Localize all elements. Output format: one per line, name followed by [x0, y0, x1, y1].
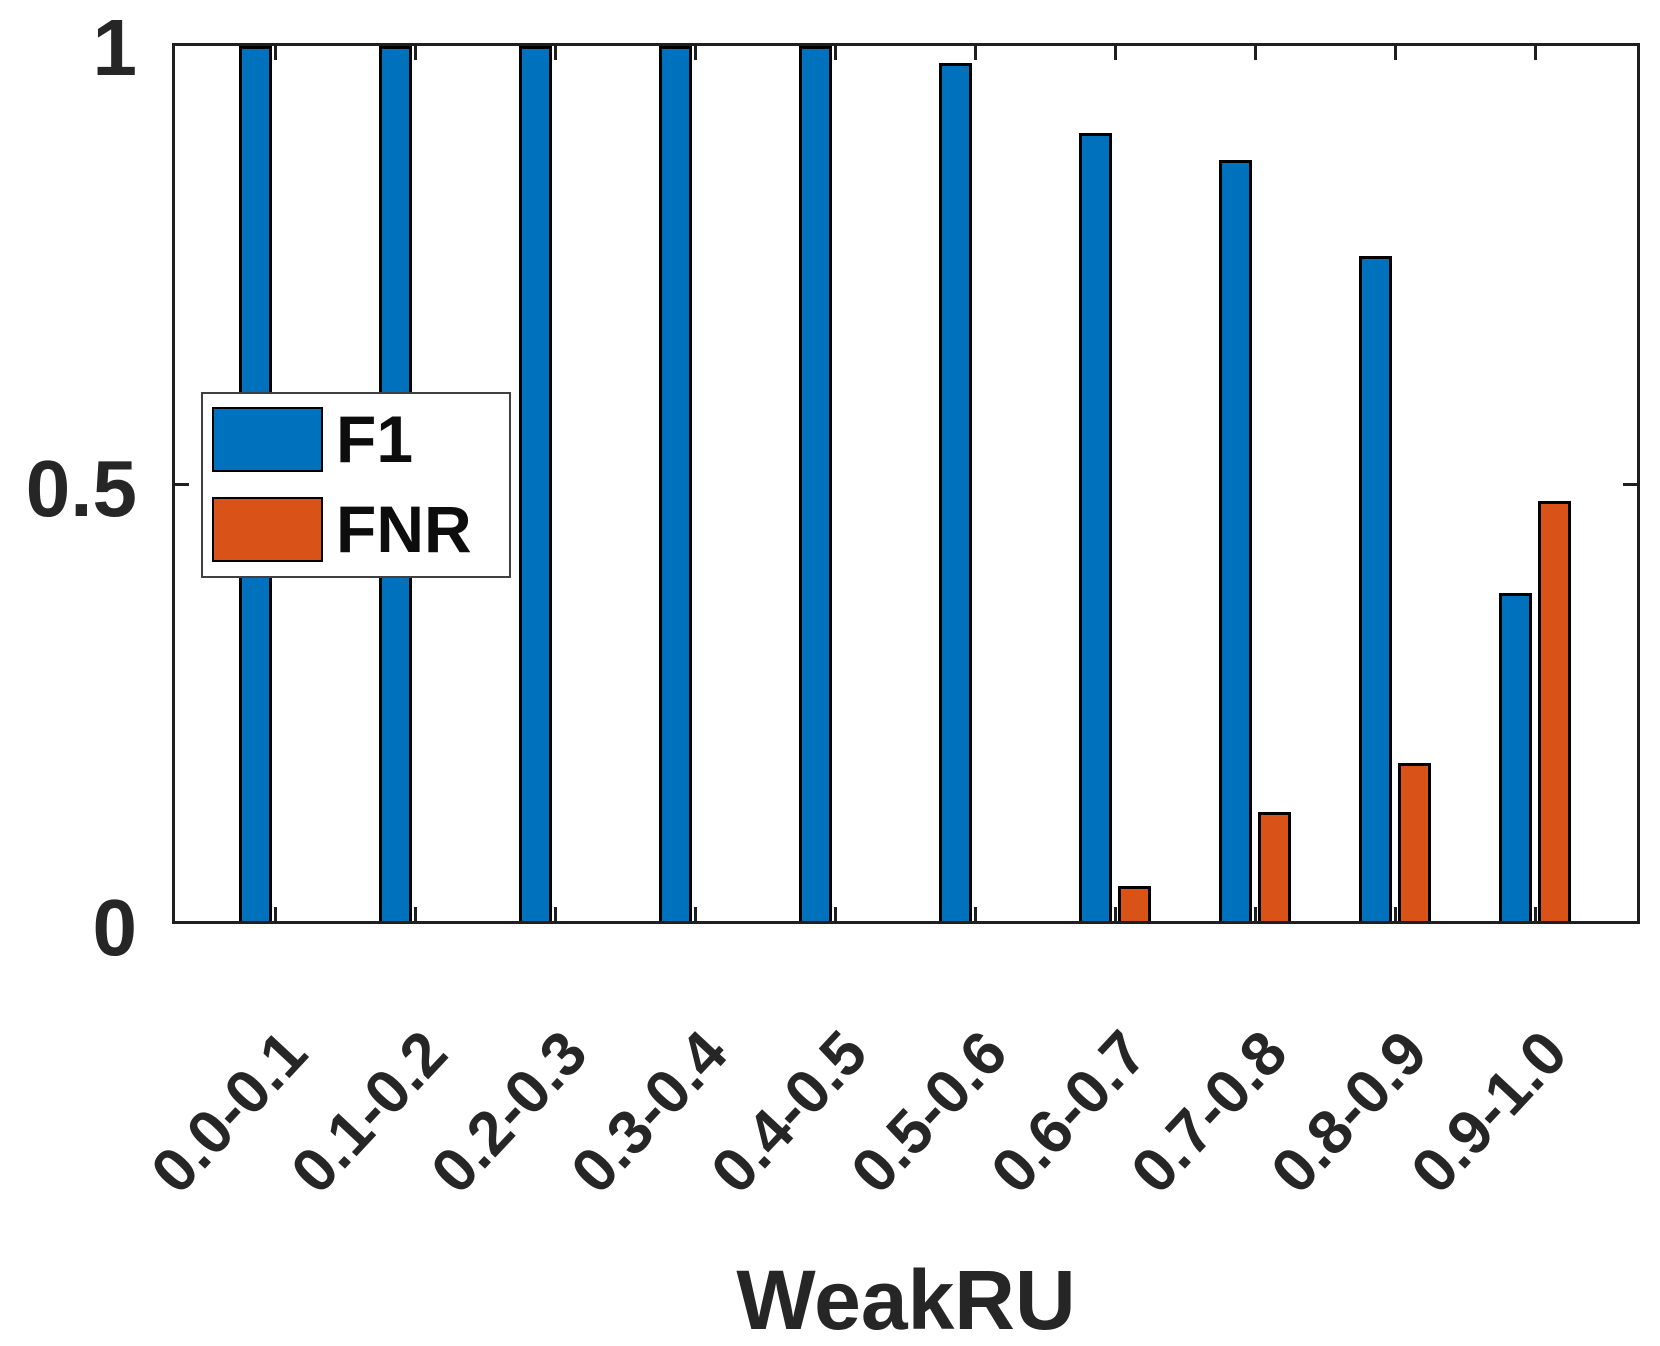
bar-fnr-0.9-1.0 — [1538, 501, 1571, 921]
bar-f1-0.8-0.9 — [1359, 256, 1392, 921]
x-tick-label: 0.0-0.1 — [138, 1018, 321, 1207]
x-tick-top — [694, 46, 697, 60]
y-tick-label-1: 1 — [92, 3, 138, 92]
x-tick-label: 0.1-0.2 — [278, 1018, 461, 1207]
x-tick-label: 0.4-0.5 — [698, 1018, 881, 1207]
x-tick-label: 0.9-1.0 — [1398, 1018, 1581, 1207]
x-tick-top — [414, 46, 417, 60]
legend-swatch-f1 — [212, 407, 323, 472]
y-tick-right — [1623, 483, 1637, 486]
x-tick-bottom — [554, 907, 557, 921]
x-tick-top — [554, 46, 557, 60]
x-tick-top — [274, 46, 277, 60]
bar-fnr-0.7-0.8 — [1258, 812, 1291, 921]
x-tick-top — [974, 46, 977, 60]
x-tick-top — [1114, 46, 1117, 60]
x-tick-label: 0.7-0.8 — [1118, 1018, 1301, 1207]
bar-f1-0.5-0.6 — [939, 63, 972, 921]
bar-f1-0.4-0.5 — [799, 46, 832, 921]
x-tick-label: 0.3-0.4 — [558, 1018, 741, 1207]
legend: F1 FNR — [201, 392, 511, 578]
legend-swatch-fnr — [212, 497, 323, 562]
x-tick-bottom — [694, 907, 697, 921]
x-tick-bottom — [974, 907, 977, 921]
x-tick-top — [834, 46, 837, 60]
x-tick-label: 0.2-0.3 — [418, 1018, 601, 1207]
bar-f1-0.2-0.3 — [519, 46, 552, 921]
bar-f1-0.9-1.0 — [1499, 593, 1532, 921]
x-tick-label: 0.8-0.9 — [1258, 1018, 1441, 1207]
x-tick-label: 0.5-0.6 — [838, 1018, 1021, 1207]
x-tick-bottom — [1254, 907, 1257, 921]
legend-label-f1: F1 — [336, 402, 414, 476]
x-tick-bottom — [1394, 907, 1397, 921]
bar-f1-0.3-0.4 — [659, 46, 692, 921]
y-tick-label-0p5: 0.5 — [25, 444, 137, 533]
x-axis-label: WeakRU — [736, 1253, 1076, 1346]
bar-f1-0.6-0.7 — [1079, 133, 1112, 921]
bar-fnr-0.6-0.7 — [1118, 886, 1151, 921]
legend-label-fnr: FNR — [336, 492, 472, 566]
x-tick-bottom — [274, 907, 277, 921]
bar-f1-0.7-0.8 — [1219, 160, 1252, 921]
bar-fnr-0.8-0.9 — [1398, 763, 1431, 921]
x-tick-bottom — [834, 907, 837, 921]
x-tick-label: 0.6-0.7 — [978, 1018, 1161, 1207]
x-tick-bottom — [1114, 907, 1117, 921]
x-tick-bottom — [1534, 907, 1537, 921]
y-tick-left — [175, 483, 189, 486]
x-tick-top — [1534, 46, 1537, 60]
y-tick-label-0: 0 — [92, 883, 138, 972]
x-tick-top — [1394, 46, 1397, 60]
x-tick-top — [1254, 46, 1257, 60]
x-tick-bottom — [414, 907, 417, 921]
